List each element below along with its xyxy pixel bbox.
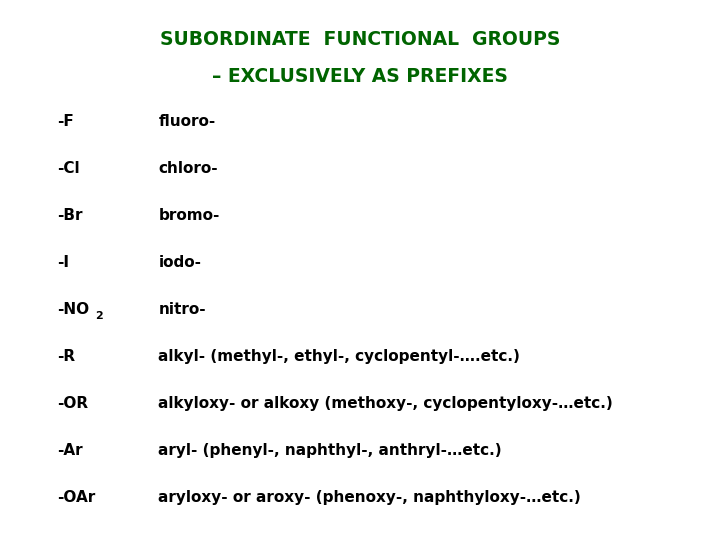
Text: bromo-: bromo-	[158, 208, 220, 223]
Text: -OAr: -OAr	[58, 490, 96, 505]
Text: -I: -I	[58, 255, 70, 270]
Text: -Cl: -Cl	[58, 161, 80, 176]
Text: -Ar: -Ar	[58, 443, 84, 458]
Text: alkyl- (methyl-, ethyl-, cyclopentyl-….etc.): alkyl- (methyl-, ethyl-, cyclopentyl-….e…	[158, 349, 521, 364]
Text: nitro-: nitro-	[158, 302, 206, 317]
Text: aryloxy- or aroxy- (phenoxy-, naphthyloxy-…etc.): aryloxy- or aroxy- (phenoxy-, naphthylox…	[158, 490, 581, 505]
Text: – EXCLUSIVELY AS PREFIXES: – EXCLUSIVELY AS PREFIXES	[212, 68, 508, 86]
Text: aryl- (phenyl-, naphthyl-, anthryl-…etc.): aryl- (phenyl-, naphthyl-, anthryl-…etc.…	[158, 443, 502, 458]
Text: SUBORDINATE  FUNCTIONAL  GROUPS: SUBORDINATE FUNCTIONAL GROUPS	[160, 30, 560, 49]
Text: -F: -F	[58, 114, 74, 129]
Text: fluoro-: fluoro-	[158, 114, 216, 129]
Text: alkyloxy- or alkoxy (methoxy-, cyclopentyloxy-…etc.): alkyloxy- or alkoxy (methoxy-, cyclopent…	[158, 396, 613, 411]
Text: -OR: -OR	[58, 396, 89, 411]
Text: chloro-: chloro-	[158, 161, 218, 176]
Text: 2: 2	[95, 312, 103, 321]
Text: -R: -R	[58, 349, 76, 364]
Text: -NO: -NO	[58, 302, 90, 317]
Text: -Br: -Br	[58, 208, 83, 223]
Text: iodo-: iodo-	[158, 255, 202, 270]
